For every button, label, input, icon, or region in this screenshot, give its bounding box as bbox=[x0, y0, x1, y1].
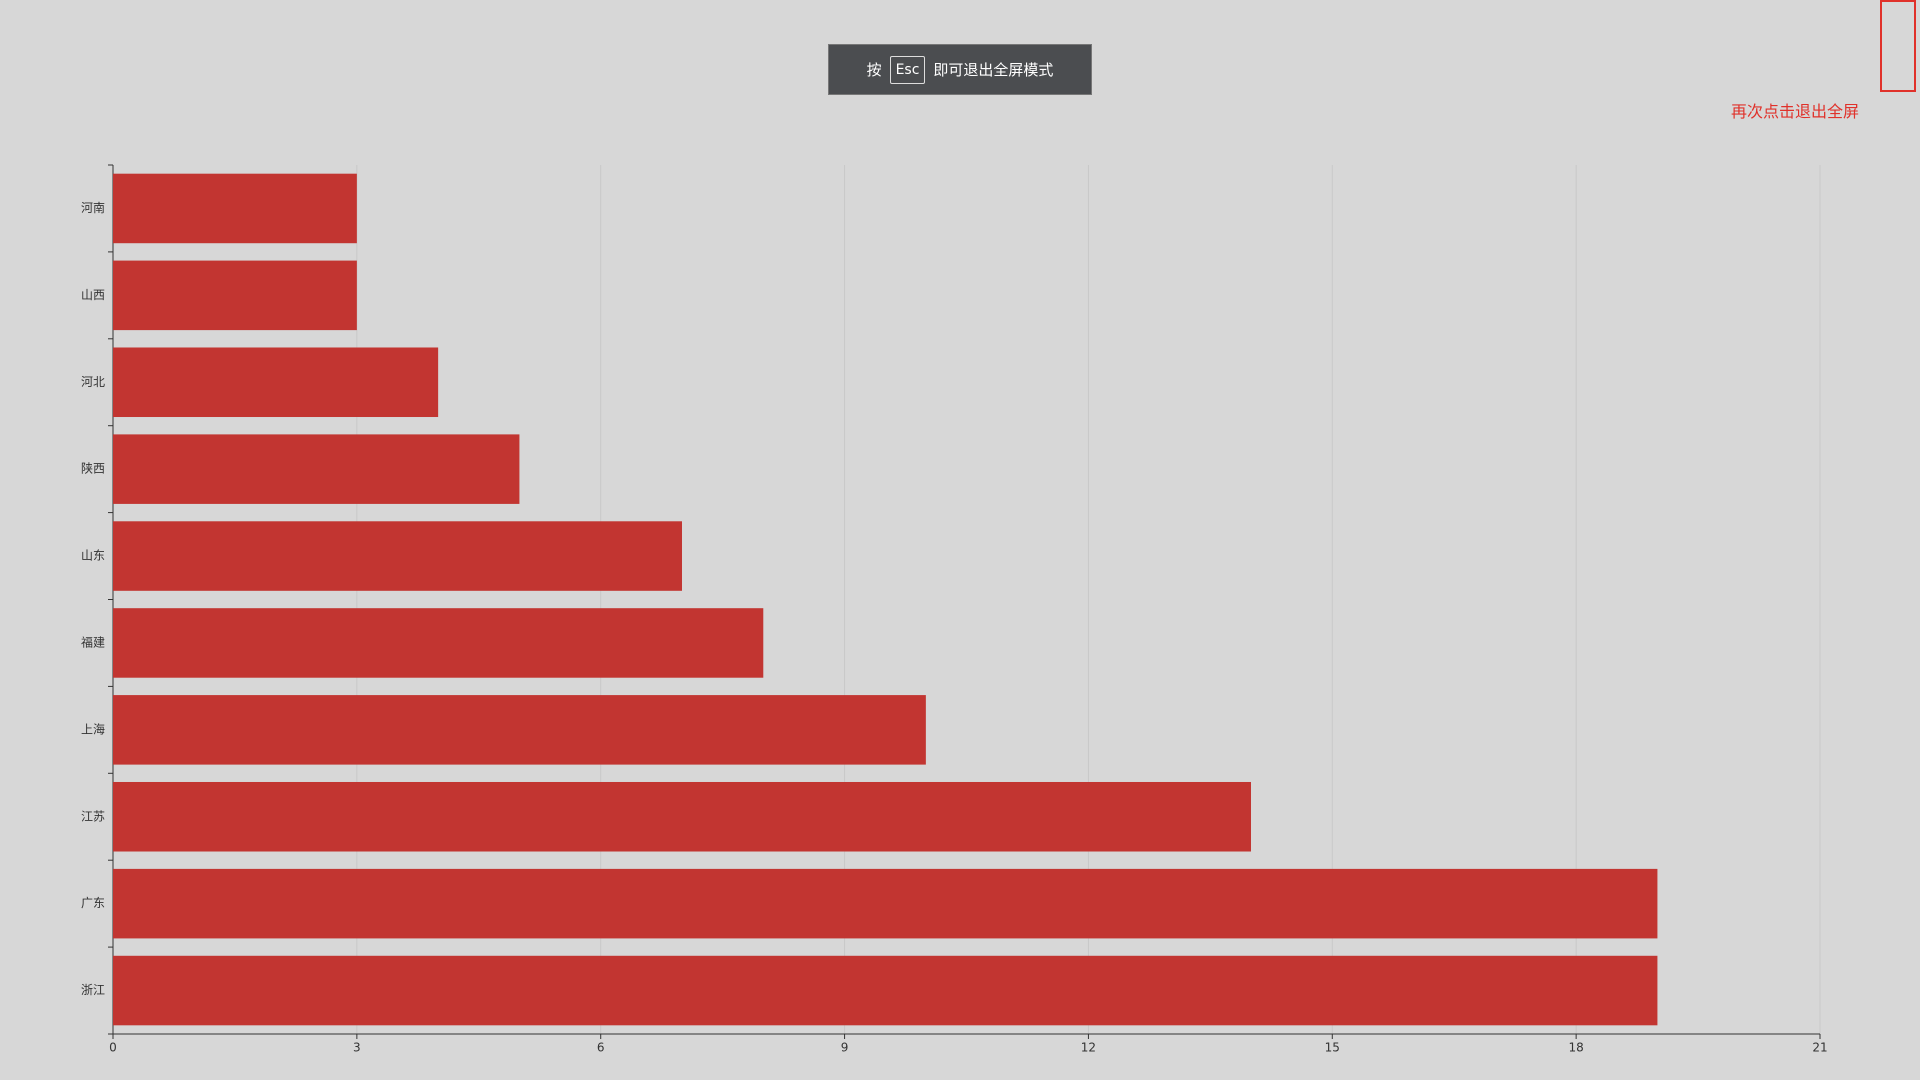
fullscreen-banner: 按 Esc 即可退出全屏模式 bbox=[828, 44, 1092, 95]
exit-fullscreen-button[interactable] bbox=[1880, 0, 1916, 92]
bar bbox=[113, 695, 926, 765]
y-tick-label: 上海 bbox=[81, 721, 105, 736]
y-tick-label: 广东 bbox=[81, 896, 105, 910]
bar bbox=[113, 173, 357, 244]
bar bbox=[113, 260, 357, 331]
x-tick-label: 15 bbox=[1325, 1041, 1340, 1055]
x-tick-label: 9 bbox=[841, 1041, 849, 1055]
banner-text: 按 bbox=[866, 61, 882, 79]
y-tick-label: 陕西 bbox=[81, 461, 105, 476]
bar bbox=[113, 521, 682, 591]
x-tick-label: 18 bbox=[1569, 1041, 1584, 1055]
bar bbox=[113, 955, 1658, 1026]
exit-hint[interactable]: 再次点击退出全屏 bbox=[1731, 102, 1860, 121]
bar bbox=[113, 608, 764, 678]
y-tick-label: 河北 bbox=[81, 375, 105, 389]
y-tick-label: 山西 bbox=[81, 288, 105, 302]
y-tick-label: 河南 bbox=[81, 200, 105, 215]
y-tick-label: 江苏 bbox=[81, 809, 105, 823]
x-tick-label: 0 bbox=[109, 1041, 117, 1055]
bar bbox=[113, 434, 520, 504]
bar bbox=[113, 781, 1251, 852]
banner-text: 即可退出全屏模式 bbox=[933, 61, 1054, 79]
y-tick-label: 山东 bbox=[81, 549, 105, 563]
x-tick-label: 21 bbox=[1812, 1041, 1827, 1055]
x-tick-label: 3 bbox=[353, 1041, 361, 1055]
y-tick-label: 浙江 bbox=[81, 983, 105, 997]
y-tick-label: 福建 bbox=[81, 634, 105, 649]
bar bbox=[113, 868, 1658, 939]
x-tick-label: 12 bbox=[1081, 1041, 1096, 1055]
key-label: Esc bbox=[889, 55, 926, 84]
x-tick-label: 6 bbox=[597, 1041, 605, 1055]
bar bbox=[113, 347, 439, 418]
